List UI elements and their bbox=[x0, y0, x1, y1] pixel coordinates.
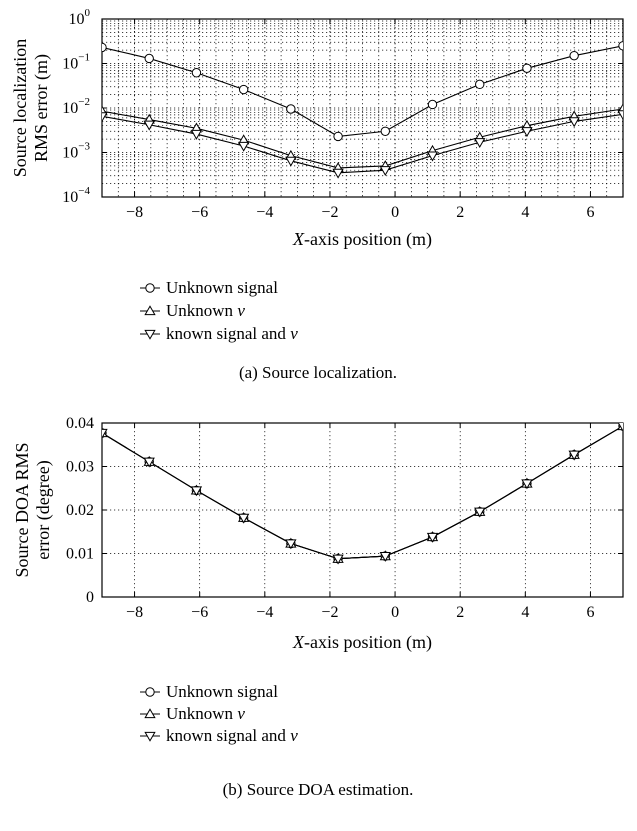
x-tick-label: 6 bbox=[586, 204, 594, 221]
data-point bbox=[286, 104, 296, 114]
grid bbox=[102, 19, 623, 197]
grid bbox=[102, 423, 623, 597]
x-tick-label: 0 bbox=[391, 204, 399, 221]
x-tick-label: −4 bbox=[256, 604, 273, 621]
data-point bbox=[285, 156, 297, 167]
x-tick-label: 2 bbox=[456, 204, 464, 221]
data-point bbox=[474, 507, 486, 518]
data-point bbox=[617, 110, 623, 121]
y-tick-label: 10−2 bbox=[62, 96, 90, 117]
figure-caption: (b) Source DOA estimation. bbox=[223, 780, 414, 799]
data-point bbox=[426, 532, 439, 543]
data-point bbox=[237, 513, 250, 524]
x-tick-label: 6 bbox=[586, 604, 594, 621]
data-point bbox=[332, 554, 344, 565]
series-line-2 bbox=[102, 108, 623, 169]
series-line-1 bbox=[102, 425, 623, 560]
series-group bbox=[102, 41, 623, 179]
legend-label: Unknown signal bbox=[166, 278, 278, 297]
series-line-3 bbox=[102, 113, 623, 174]
y-tick-label: 0.02 bbox=[66, 502, 94, 519]
x-tick-label: 4 bbox=[521, 604, 529, 621]
x-tick-label: −8 bbox=[126, 604, 143, 621]
series-line-2 bbox=[102, 425, 623, 560]
x-tick-label: −8 bbox=[126, 204, 143, 221]
data-point bbox=[380, 126, 390, 136]
legend-label: Unknown signal bbox=[166, 682, 278, 701]
data-point bbox=[333, 131, 343, 142]
y-tick-label: 10−1 bbox=[62, 52, 90, 73]
x-tick-label: −2 bbox=[321, 604, 338, 621]
y-tick-label: 100 bbox=[69, 7, 91, 28]
legend-label: Unknown ν bbox=[166, 704, 245, 723]
data-point bbox=[522, 63, 532, 74]
data-point bbox=[474, 138, 486, 149]
legend-label: known signal and ν bbox=[166, 324, 298, 343]
data-point bbox=[568, 117, 580, 128]
legend-marker bbox=[144, 708, 156, 719]
series-line-1 bbox=[102, 45, 623, 137]
legend-marker bbox=[144, 731, 156, 742]
data-point bbox=[427, 99, 438, 110]
data-point bbox=[102, 428, 108, 439]
data-point bbox=[426, 151, 439, 162]
data-point bbox=[238, 84, 249, 95]
data-point bbox=[237, 141, 250, 152]
data-point bbox=[102, 42, 107, 53]
data-point bbox=[143, 457, 155, 468]
y-tick-label: 0.01 bbox=[66, 546, 94, 563]
x-tick-label: 2 bbox=[456, 604, 464, 621]
x-axis-label: X-axis position (m) bbox=[292, 229, 432, 250]
data-point bbox=[569, 50, 579, 61]
data-point bbox=[190, 486, 203, 497]
data-point bbox=[332, 168, 344, 179]
chart-2: −8 −6 −4 −2 0 2 4 6 0.04 0.03 0.02 0.01 0 X-axis posi… bbox=[12, 415, 624, 799]
y-tick-label: 0 bbox=[86, 589, 94, 606]
figure-caption: (a) Source localization. bbox=[239, 363, 397, 382]
data-point bbox=[568, 450, 580, 461]
series-group bbox=[102, 423, 623, 565]
legend: Unknown signal Unknown ν known signal and … bbox=[140, 682, 298, 745]
data-point bbox=[379, 166, 391, 177]
y-tick-label: 10−4 bbox=[62, 185, 90, 206]
data-point bbox=[379, 552, 391, 562]
data-point bbox=[521, 127, 533, 138]
x-tick-label: −6 bbox=[191, 604, 208, 621]
y-axis-label: Source DOA RMSerror (degree) bbox=[12, 442, 54, 577]
x-tick-label: −4 bbox=[256, 204, 273, 221]
legend-marker bbox=[144, 305, 156, 316]
data-point bbox=[144, 53, 154, 64]
x-tick-label: 0 bbox=[391, 604, 399, 621]
data-point bbox=[618, 41, 623, 51]
y-axis-label: Source localizationRMS error (m) bbox=[10, 39, 52, 177]
data-point bbox=[521, 479, 533, 490]
chart-1: −8 −6 −4 −2 0 2 4 6 100 10−1 10−2 10−3 10−4 X-axis po… bbox=[10, 7, 624, 382]
x-tick-label: −2 bbox=[321, 204, 338, 221]
legend-marker bbox=[144, 329, 156, 340]
legend-marker bbox=[145, 687, 155, 697]
data-point bbox=[285, 539, 297, 550]
legend-label: Unknown ν bbox=[166, 301, 245, 320]
data-point bbox=[191, 68, 202, 78]
legend: Unknown signal Unknown ν known signal and … bbox=[140, 278, 298, 343]
x-tick-label: −6 bbox=[191, 204, 208, 221]
x-tick-label: 4 bbox=[521, 204, 529, 221]
y-tick-label: 10−3 bbox=[62, 141, 90, 162]
data-point bbox=[143, 120, 155, 131]
data-point bbox=[102, 112, 108, 123]
legend-label: known signal and ν bbox=[166, 726, 298, 745]
y-tick-label: 0.03 bbox=[66, 459, 94, 476]
data-point bbox=[475, 79, 485, 90]
y-tick-label: 0.04 bbox=[66, 415, 94, 432]
data-point bbox=[190, 129, 203, 140]
series-line-3 bbox=[102, 425, 623, 560]
data-point bbox=[617, 423, 623, 432]
legend-marker bbox=[145, 283, 155, 293]
x-axis-label: X-axis position (m) bbox=[292, 632, 432, 653]
